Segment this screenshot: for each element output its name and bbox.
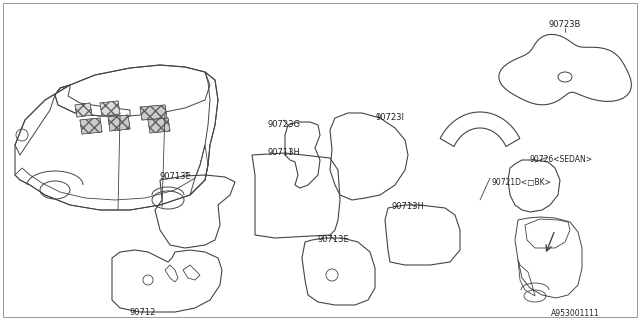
Polygon shape	[108, 115, 130, 131]
Text: 90713H: 90713H	[268, 148, 301, 157]
Polygon shape	[80, 118, 102, 134]
Text: 90721D<□BK>: 90721D<□BK>	[492, 178, 552, 187]
Polygon shape	[75, 103, 92, 117]
Text: 90723G: 90723G	[268, 120, 301, 129]
Text: 90723B: 90723B	[549, 20, 581, 29]
Text: 90723I: 90723I	[375, 113, 404, 122]
Polygon shape	[148, 118, 170, 133]
Polygon shape	[75, 103, 92, 117]
Polygon shape	[140, 105, 167, 120]
Text: 90713H: 90713H	[392, 202, 425, 211]
Text: 90726<SEDAN>: 90726<SEDAN>	[530, 155, 593, 164]
Polygon shape	[80, 118, 102, 134]
Polygon shape	[140, 105, 167, 120]
Text: 90712: 90712	[130, 308, 156, 317]
Polygon shape	[108, 115, 130, 131]
Polygon shape	[100, 101, 120, 116]
Text: 90713E: 90713E	[160, 172, 192, 181]
Text: A953001111: A953001111	[552, 309, 600, 318]
Text: 90713E: 90713E	[318, 235, 349, 244]
Polygon shape	[148, 118, 170, 133]
Polygon shape	[100, 101, 120, 116]
